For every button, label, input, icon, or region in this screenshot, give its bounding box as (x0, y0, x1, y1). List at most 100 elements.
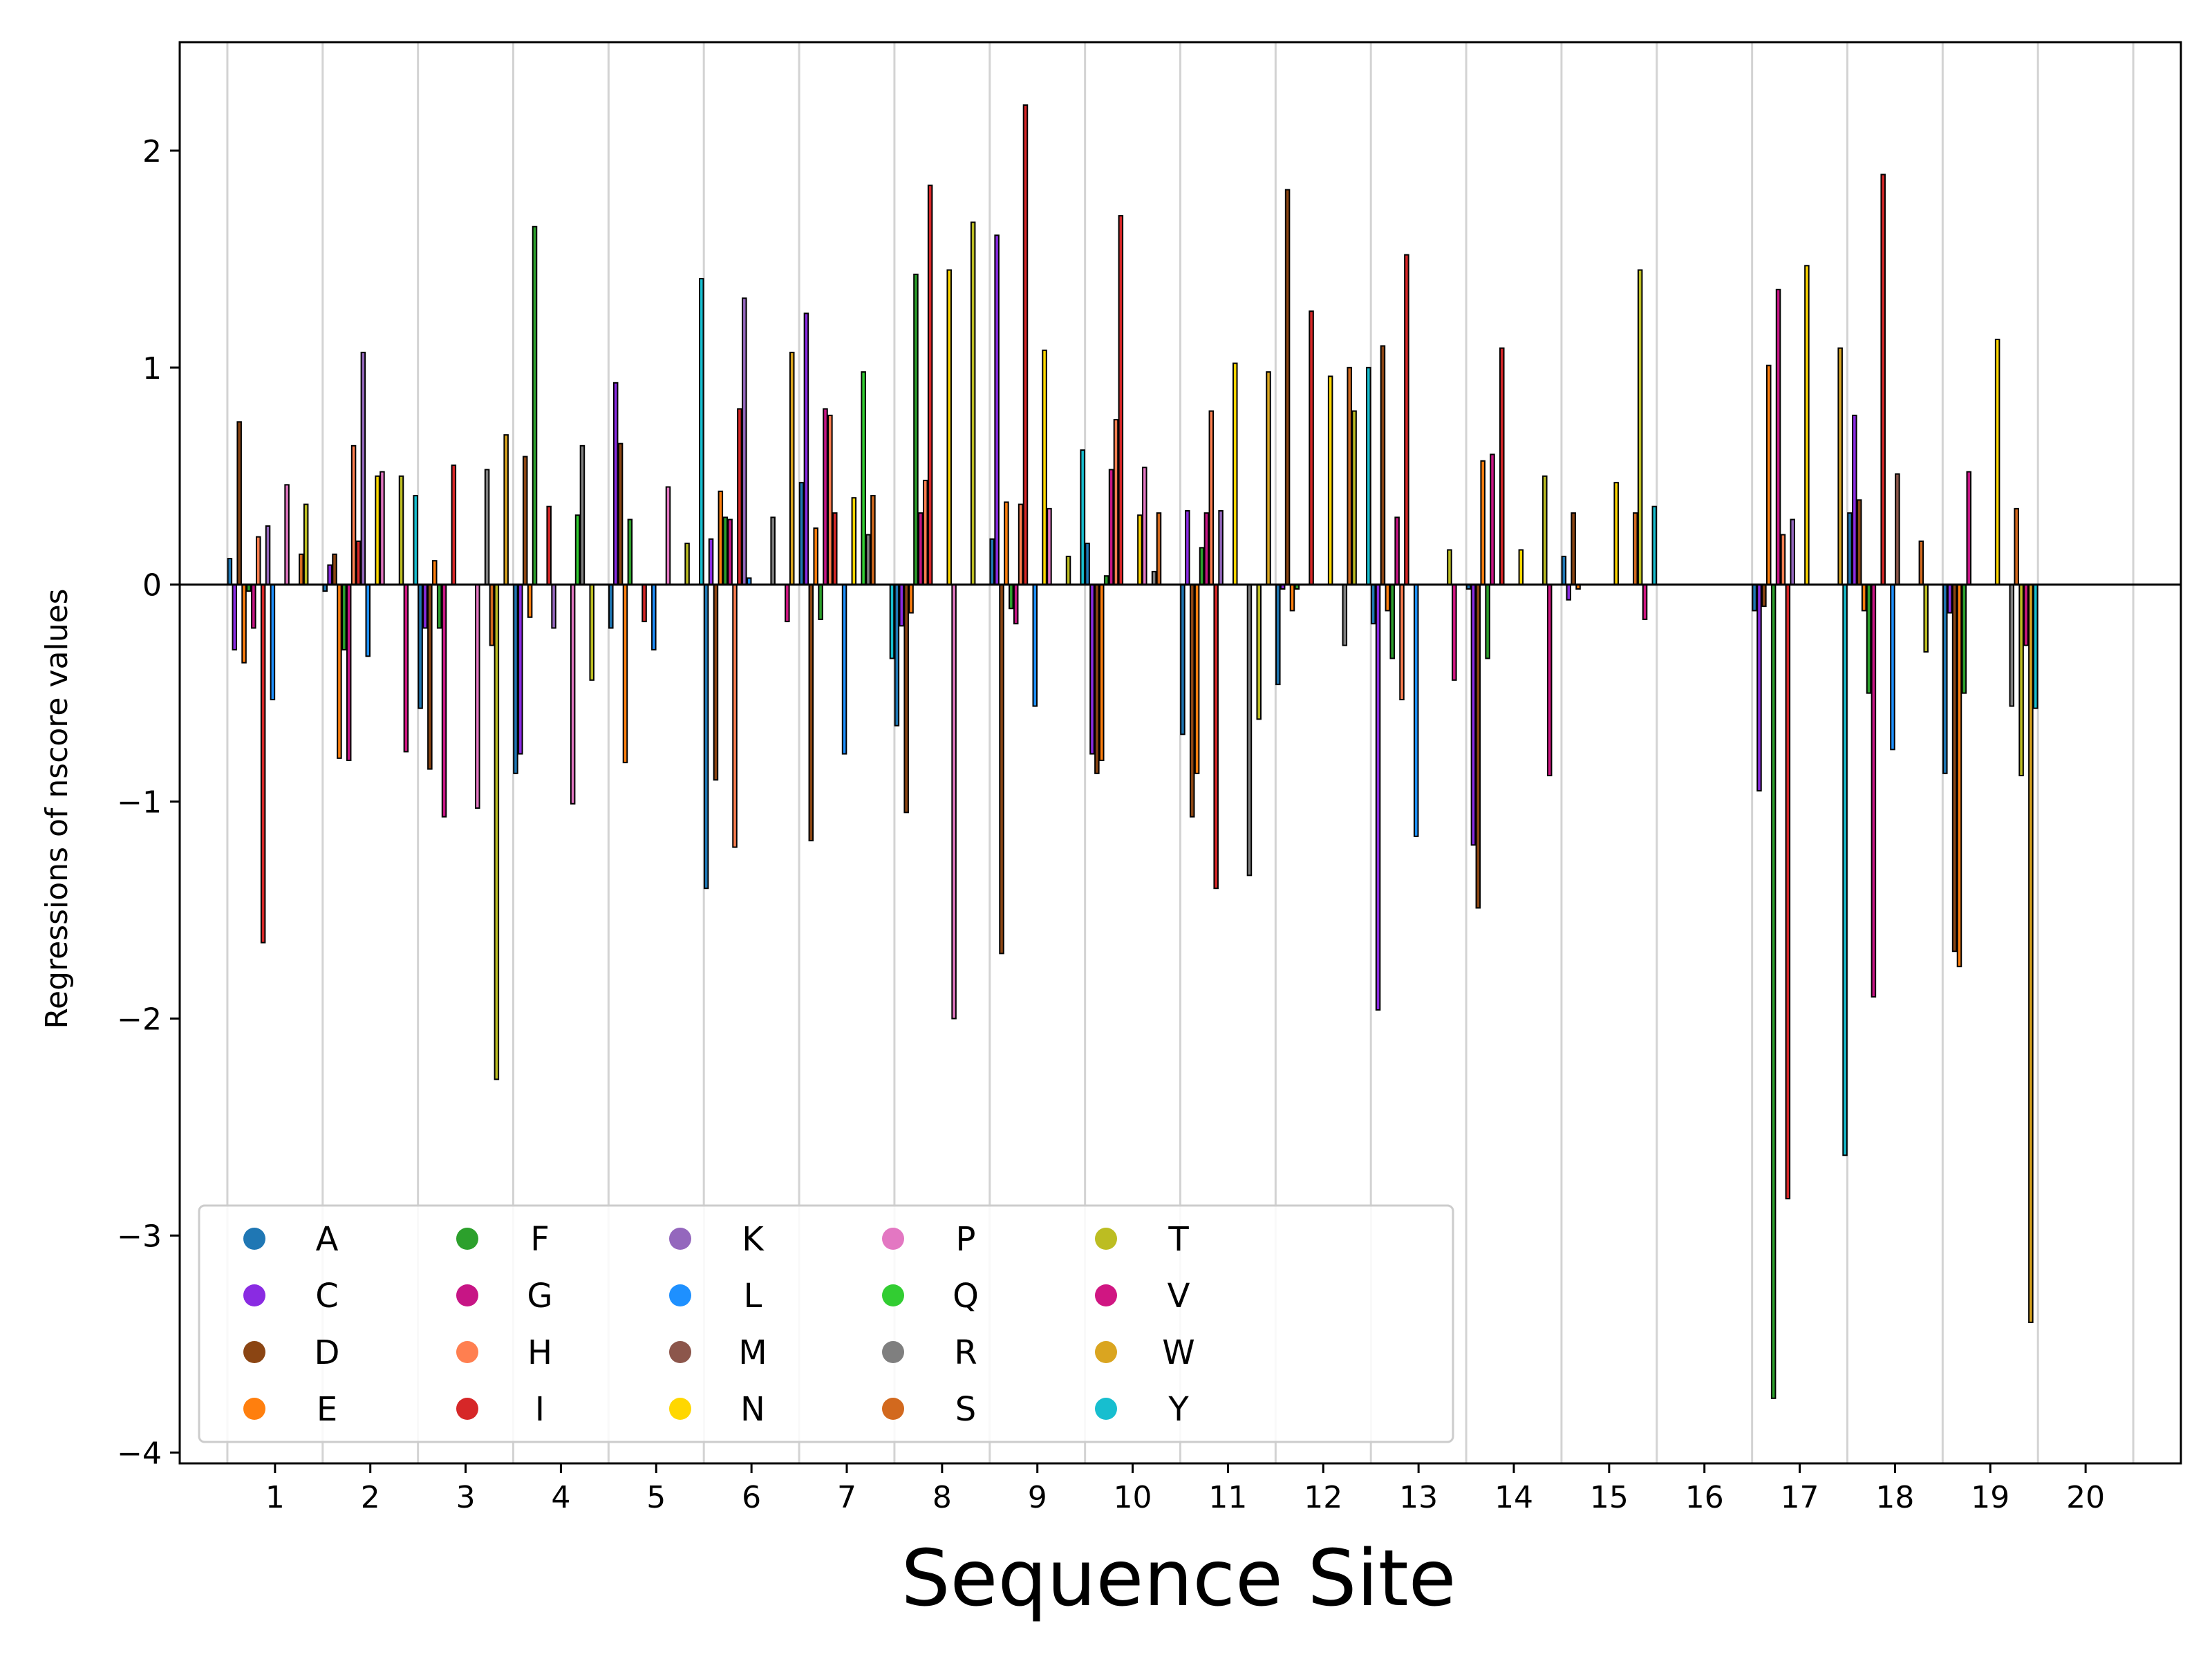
bar-P-site-2 (379, 471, 385, 585)
bar-I-site-8 (927, 185, 933, 585)
bar-F-site-4 (532, 225, 538, 585)
bar-N-site-17 (1804, 265, 1810, 585)
bar-F-site-13 (1389, 583, 1395, 659)
y-tick-label: −1 (117, 785, 162, 821)
y-tick-label: 2 (142, 134, 162, 169)
bar-C-site-11 (1185, 510, 1190, 585)
bar-I-site-9 (1022, 104, 1029, 585)
bar-S-site-15 (1633, 512, 1638, 585)
bars (227, 104, 2038, 1399)
bar-D-site-15 (1571, 512, 1576, 585)
legend-label-V: V (1168, 1277, 1190, 1315)
bar-V-site-2 (403, 583, 409, 753)
bar-I-site-4 (546, 505, 552, 585)
legend-label-Y: Y (1168, 1390, 1189, 1429)
legend-marker-S (882, 1398, 904, 1420)
x-tick-label: 8 (932, 1480, 952, 1515)
bar-G-site-14 (1490, 453, 1495, 585)
bar-P-site-10 (1142, 467, 1147, 585)
bar-Y-site-12 (1366, 366, 1371, 585)
bar-E-site-5 (622, 583, 628, 764)
x-tick-label: 17 (1781, 1480, 1819, 1515)
bar-T-site-19 (2018, 583, 2024, 776)
bar-C-site-13 (1375, 583, 1381, 1011)
legend-marker-E (243, 1398, 265, 1420)
legend-box (198, 1204, 1454, 1443)
bar-I-site-1 (260, 583, 266, 944)
bar-E-site-3 (432, 560, 438, 585)
legend-marker-A (243, 1228, 265, 1250)
bar-Y-site-5 (699, 278, 704, 585)
bar-P-site-4 (570, 583, 576, 805)
bar-G-site-18 (1871, 583, 1877, 998)
bar-R-site-6 (770, 516, 776, 585)
legend-label-F: F (530, 1220, 550, 1259)
y-tick-label: −4 (117, 1436, 162, 1471)
x-tick-label: 13 (1399, 1480, 1438, 1515)
bar-H-site-17 (1780, 534, 1786, 585)
x-tick-label: 1 (265, 1480, 285, 1515)
bar-D-site-10 (1094, 583, 1100, 774)
bar-E-site-6 (718, 490, 724, 585)
bar-W-site-19 (2028, 583, 2034, 1323)
bar-G-site-6 (727, 518, 733, 585)
bar-H-site-8 (922, 480, 928, 585)
bar-Y-site-15 (1651, 505, 1658, 585)
bar-V-site-15 (1642, 583, 1648, 620)
bar-A-site-15 (1561, 555, 1567, 585)
bar-I-site-18 (1880, 174, 1886, 585)
bar-A-site-7 (798, 482, 805, 585)
bar-C-site-1 (232, 583, 238, 650)
bar-Y-site-19 (2033, 583, 2038, 709)
bar-S-site-3 (489, 583, 495, 646)
legend-marker-N (669, 1398, 691, 1420)
legend-marker-I (456, 1398, 478, 1420)
bar-D-site-17 (1761, 583, 1767, 608)
bar-S-site-12 (1347, 366, 1352, 585)
bar-E-site-1 (241, 583, 247, 664)
bar-H-site-13 (1399, 583, 1405, 701)
bar-I-site-13 (1404, 254, 1409, 585)
bar-I-site-17 (1785, 583, 1791, 1200)
y-tick-label: 0 (142, 568, 162, 603)
y-tick-label: −2 (117, 1002, 162, 1038)
bar-K-site-17 (1790, 518, 1795, 585)
bar-K-site-11 (1218, 510, 1224, 585)
bar-V-site-14 (1546, 583, 1553, 776)
bar-K-site-4 (551, 583, 556, 629)
legend-label-S: S (955, 1390, 976, 1429)
bar-L-site-5 (651, 583, 657, 650)
x-tick-label: 6 (742, 1480, 761, 1515)
bar-I-site-2 (355, 540, 362, 585)
bar-F-site-11 (1199, 547, 1205, 585)
bar-E-site-12 (1289, 583, 1295, 612)
bar-N-site-19 (1994, 339, 2000, 585)
bar-Y-site-17 (1842, 583, 1848, 1156)
x-tick-label: 5 (646, 1480, 666, 1515)
legend-marker-T (1095, 1228, 1117, 1250)
legend-marker-F (456, 1228, 478, 1250)
plot-frame (178, 41, 2182, 1465)
bar-A-site-12 (1275, 583, 1281, 686)
bar-C-site-5 (612, 382, 619, 585)
bar-N-site-10 (1137, 514, 1143, 585)
bar-T-site-14 (1542, 475, 1548, 585)
bar-H-site-1 (255, 536, 261, 585)
bar-F-site-17 (1770, 583, 1777, 1399)
bar-I-site-11 (1213, 583, 1219, 890)
bar-A-site-1 (227, 558, 233, 585)
bar-L-site-7 (841, 583, 847, 755)
bar-Q-site-4 (574, 514, 581, 585)
bar-D-site-8 (903, 583, 909, 814)
bar-D-site-13 (1380, 345, 1386, 585)
legend-marker-C (243, 1284, 265, 1306)
bar-E-site-9 (1004, 501, 1009, 585)
x-axis-title: Sequence Site (901, 1534, 1456, 1624)
bar-E-site-17 (1766, 364, 1772, 585)
bar-F-site-9 (1009, 583, 1014, 610)
x-tick-label: 3 (456, 1480, 476, 1515)
bar-F-site-18 (1866, 583, 1872, 694)
bar-E-site-2 (337, 583, 342, 759)
bar-L-site-13 (1413, 583, 1419, 837)
bar-G-site-8 (918, 512, 924, 585)
